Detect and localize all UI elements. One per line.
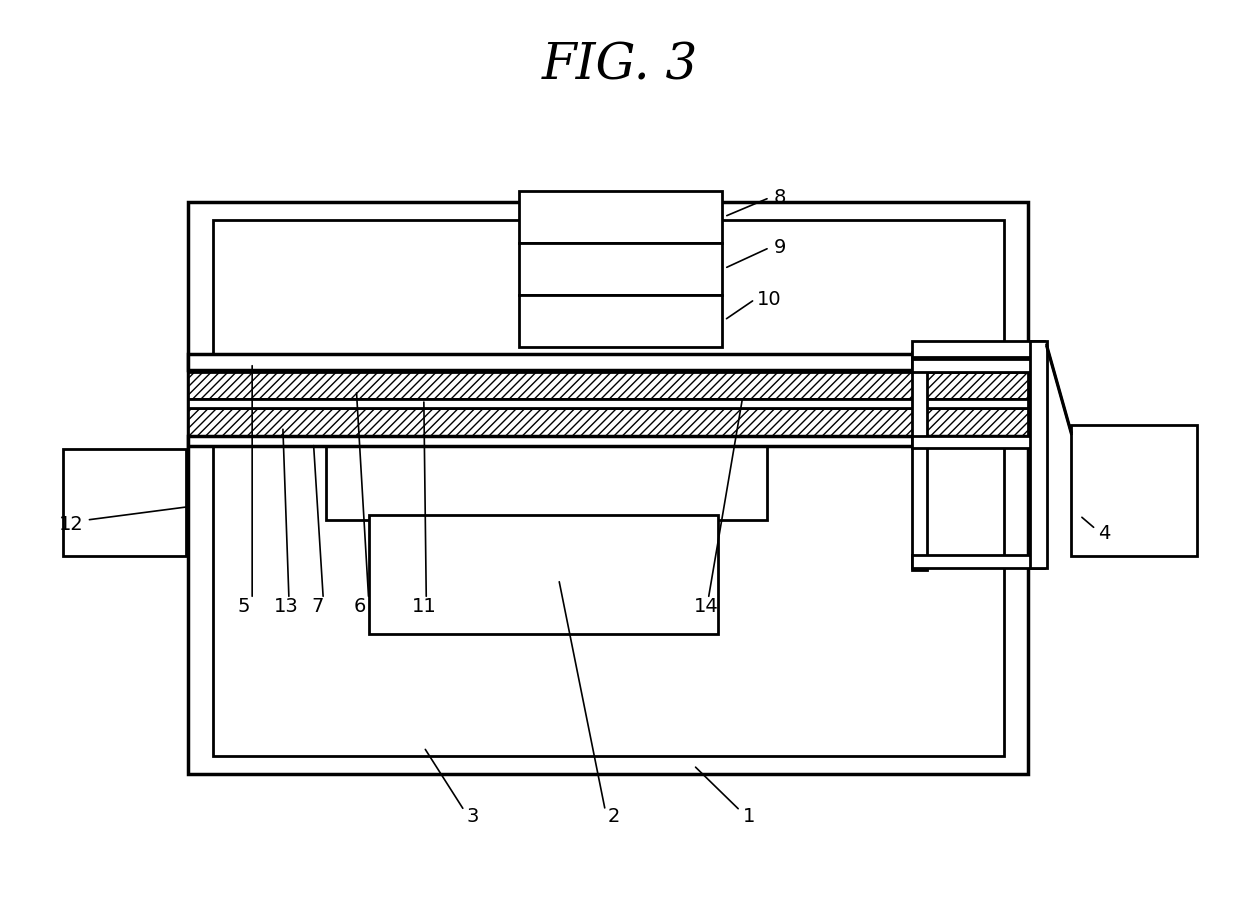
Bar xyxy=(911,360,1044,372)
Text: 10: 10 xyxy=(758,290,782,309)
Text: 2: 2 xyxy=(608,808,620,826)
Bar xyxy=(1029,341,1047,568)
Bar xyxy=(368,515,718,633)
Bar xyxy=(188,408,1028,435)
Bar xyxy=(213,220,1003,756)
Bar xyxy=(63,449,186,556)
Bar xyxy=(188,435,1028,446)
Bar xyxy=(911,352,926,570)
Text: 11: 11 xyxy=(412,597,436,616)
Text: 4: 4 xyxy=(1099,524,1111,543)
Bar xyxy=(188,372,1028,399)
Bar xyxy=(326,402,768,520)
Bar xyxy=(1071,425,1198,556)
Text: 6: 6 xyxy=(353,597,366,616)
Text: 7: 7 xyxy=(311,597,324,616)
Text: 3: 3 xyxy=(466,808,479,826)
Text: 8: 8 xyxy=(774,188,786,207)
Bar xyxy=(520,243,722,295)
Bar xyxy=(911,555,1044,568)
Bar xyxy=(188,202,1028,774)
Text: 13: 13 xyxy=(274,597,299,616)
Text: 12: 12 xyxy=(58,515,83,534)
Text: 1: 1 xyxy=(743,808,755,826)
Bar xyxy=(520,191,722,243)
Text: FIG. 3: FIG. 3 xyxy=(542,41,698,90)
Bar xyxy=(188,354,1028,371)
Text: 14: 14 xyxy=(693,597,718,616)
Bar xyxy=(911,341,1044,358)
Bar xyxy=(911,435,1044,448)
Text: 5: 5 xyxy=(237,597,250,616)
Bar xyxy=(188,399,1028,408)
Bar xyxy=(520,295,722,347)
Text: 9: 9 xyxy=(774,238,786,257)
